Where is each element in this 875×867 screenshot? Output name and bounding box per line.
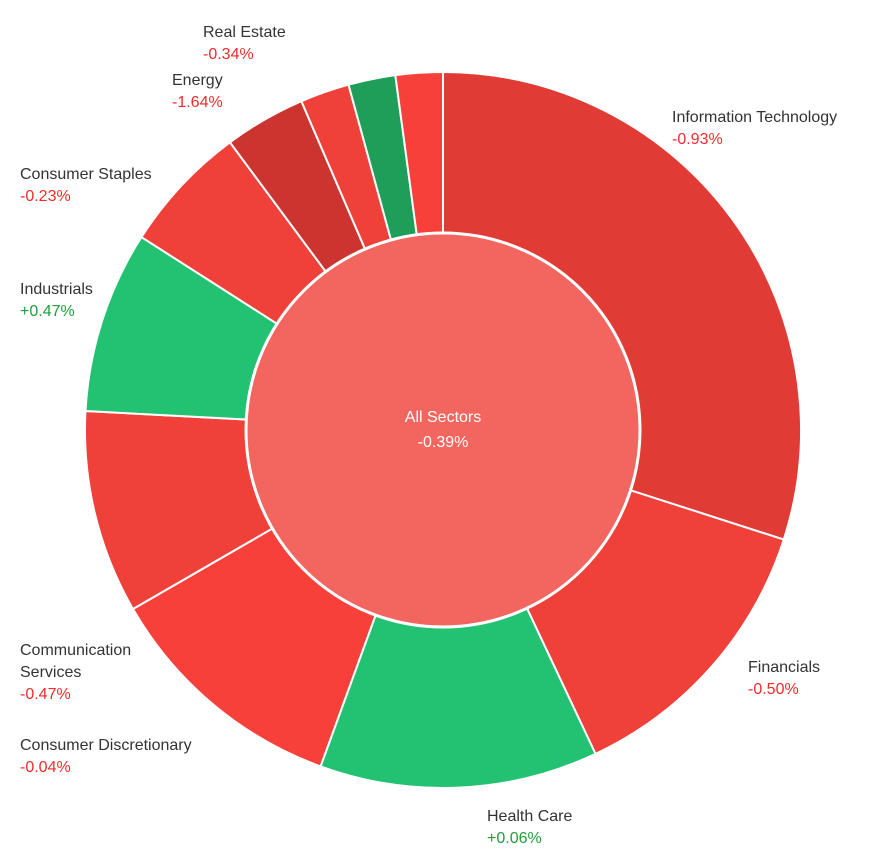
label-name: Real Estate <box>203 24 286 41</box>
label-change: -0.34% <box>203 46 254 63</box>
label-name: Consumer Discretionary <box>20 737 192 754</box>
label-change: -0.47% <box>20 686 71 703</box>
center-label: All Sectors <box>405 409 481 426</box>
label-name: Communication Services <box>20 642 132 681</box>
label-industrials[interactable]: Industrials +0.47% <box>20 279 93 323</box>
center-disc[interactable] <box>244 231 642 629</box>
label-real-estate[interactable]: Real Estate -0.34% <box>203 22 286 66</box>
label-consumer-discretionary[interactable]: Consumer Discretionary -0.04% <box>20 735 192 779</box>
label-change: -1.64% <box>172 94 223 111</box>
label-health-care[interactable]: Health Care +0.06% <box>487 806 572 850</box>
label-change: +0.47% <box>20 303 75 320</box>
label-change: -0.04% <box>20 759 71 776</box>
label-financials[interactable]: Financials -0.50% <box>748 657 820 701</box>
label-energy[interactable]: Energy -1.64% <box>172 70 223 114</box>
label-change: -0.93% <box>672 131 723 148</box>
slices-group <box>84 70 802 789</box>
label-name: Information Technology <box>672 109 838 126</box>
label-communication-services[interactable]: Communication Services -0.47% <box>20 640 170 706</box>
label-consumer-staples[interactable]: Consumer Staples -0.23% <box>20 164 152 208</box>
label-name: Industrials <box>20 281 93 298</box>
label-name: Consumer Staples <box>20 166 152 183</box>
label-change: -0.50% <box>748 681 799 698</box>
label-name: Financials <box>748 659 821 676</box>
label-change: +0.06% <box>487 830 542 847</box>
label-information-technology[interactable]: Information Technology -0.93% <box>672 107 837 151</box>
label-name: Energy <box>172 72 223 89</box>
label-name: Health Care <box>487 808 573 825</box>
label-change: -0.23% <box>20 188 71 205</box>
center-change: -0.39% <box>418 434 469 451</box>
